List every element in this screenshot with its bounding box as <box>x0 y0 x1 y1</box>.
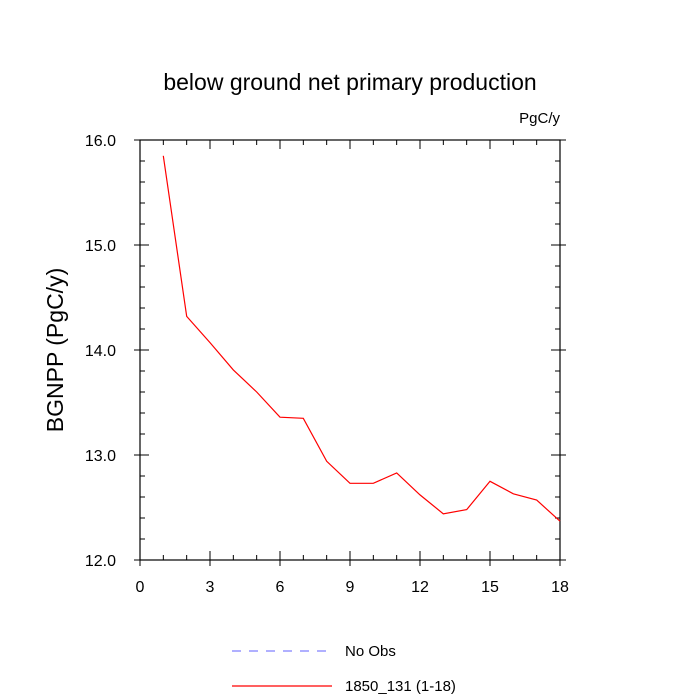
x-tick-label: 18 <box>551 579 569 596</box>
x-tick-label: 6 <box>276 579 285 596</box>
plot-frame <box>139 139 561 561</box>
series-line-1 <box>162 155 561 522</box>
x-tick-label: 12 <box>411 579 429 596</box>
y-tick-label: 16.0 <box>85 133 116 150</box>
x-tick-label: 3 <box>206 579 215 596</box>
axis-ticks <box>134 139 566 566</box>
y-tick-label: 14.0 <box>85 343 116 360</box>
y-axis-label: BGNPP (PgC/y) <box>42 268 68 432</box>
legend-label-1: 1850_131 (1-18) <box>345 678 456 695</box>
y-tick-label: 13.0 <box>85 448 116 465</box>
y-tick-label: 15.0 <box>85 238 116 255</box>
axis-tick-labels: 0 3 6 9 12 15 18 12.0 13.0 14.0 15.0 16.0 <box>85 133 569 596</box>
x-tick-label: 0 <box>136 579 145 596</box>
x-tick-label: 9 <box>346 579 355 596</box>
chart-title: below ground net primary production <box>163 69 536 95</box>
x-tick-label: 15 <box>481 579 499 596</box>
units-label: PgC/y <box>519 110 560 127</box>
series-layer <box>162 155 561 522</box>
y-tick-label: 12.0 <box>85 553 116 570</box>
legend-label-0: No Obs <box>345 643 396 660</box>
legend: No Obs 1850_131 (1-18) <box>232 643 456 695</box>
